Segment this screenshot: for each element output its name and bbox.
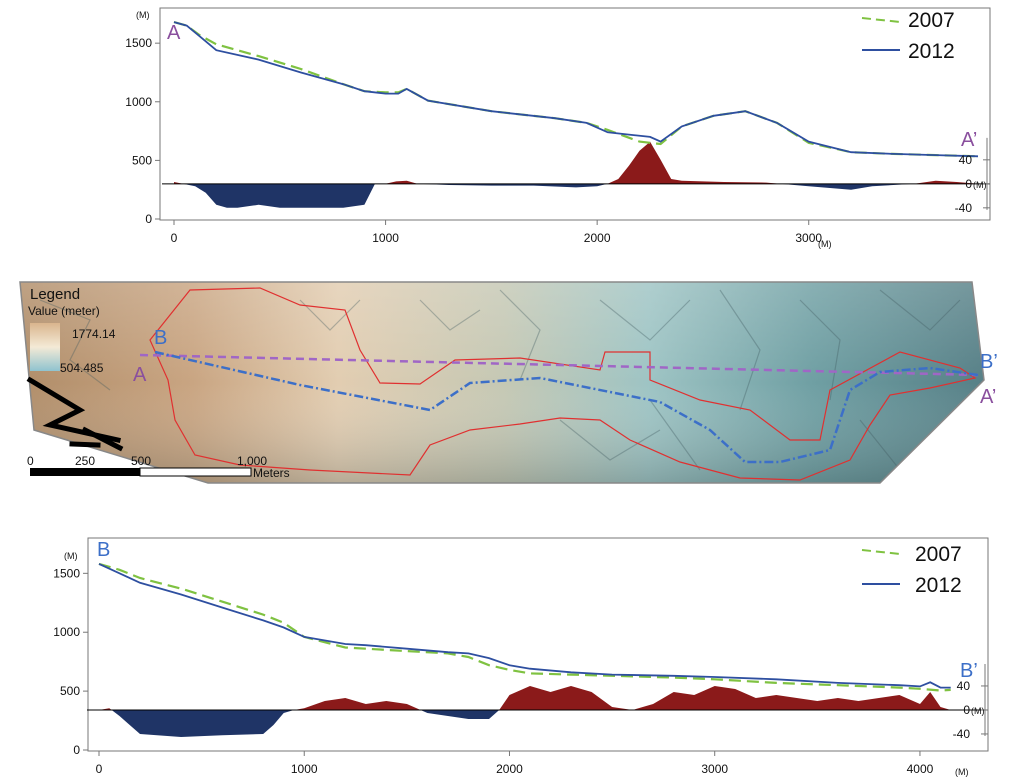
scale-bar: 0 250 500 1,000 Meters — [27, 454, 290, 480]
legend-label-2007: 2007 — [915, 543, 962, 566]
diff-tick-label: 0 — [963, 703, 970, 717]
plot-frame — [87, 537, 989, 752]
map-border — [19, 281, 985, 484]
watershed-boundary — [149, 287, 977, 481]
legend: 2007 2012 — [861, 543, 962, 597]
y-tick-label: 0 — [73, 743, 80, 757]
profile-line-a — [139, 353, 979, 377]
y-tick-label: 1000 — [53, 625, 80, 639]
profile-chart-b: 0 1000 2000 3000 4000 (M)050010001500(M)400-4… — [53, 537, 989, 777]
elevation-loss-area — [183, 183, 914, 208]
x-unit: (M) — [955, 767, 969, 777]
point-label-a-end: A’ — [961, 129, 977, 151]
map-shading — [20, 282, 984, 483]
x-tick-label: 0 — [171, 231, 178, 245]
value-min: 504.485 — [60, 361, 104, 375]
profile-lines — [173, 21, 979, 158]
diff-tick-label: -40 — [953, 727, 971, 741]
map-label-a-end: A’ — [980, 386, 996, 408]
y-tick-label: 0 — [145, 212, 152, 226]
x-tick-label: 3000 — [701, 762, 728, 776]
diff-tick-label: 0 — [965, 177, 972, 191]
legend: 2007 2012 — [861, 9, 955, 63]
point-label-b: B — [97, 539, 110, 561]
scale-tick-1000: 1,000 — [237, 454, 267, 468]
value-max: 1774.14 — [72, 327, 116, 341]
value-title: Value (meter) — [28, 304, 100, 318]
map-label-b-end: B’ — [980, 351, 998, 373]
difference-area — [162, 141, 990, 208]
y-tick-label: 500 — [132, 153, 152, 167]
series-line-2007 — [98, 562, 951, 692]
diff-tick-label: 40 — [957, 679, 971, 693]
scale-segment-1 — [30, 468, 140, 476]
diff-tick-label: 40 — [959, 153, 973, 167]
scale-tick-0: 0 — [27, 454, 34, 468]
legend-line-2007 — [861, 17, 901, 23]
x-unit: (M) — [818, 239, 832, 249]
scale-unit: Meters — [253, 466, 290, 480]
scale-tick-500: 500 — [131, 454, 151, 468]
legend-label-2007: 2007 — [908, 9, 955, 32]
plot-frame — [159, 7, 991, 221]
ridge-lines — [39, 289, 961, 471]
map-label-a: A — [133, 364, 147, 386]
profile-lines — [98, 562, 951, 692]
map-label-b: B — [154, 327, 167, 349]
axes: 0 1000 2000 3000 4000 (M)050010001500(M)400-4… — [53, 551, 988, 777]
x-tick-label: 1000 — [372, 231, 399, 245]
difference-area — [87, 686, 988, 737]
legend-label-2012: 2012 — [908, 40, 955, 63]
y-tick-label: 500 — [60, 684, 80, 698]
profile-chart-a: 0 1000 2000 3000(M)050010001500(M)400-40(M)… — [125, 7, 991, 249]
x-tick-label: 4000 — [907, 762, 934, 776]
y-tick-label: 1000 — [125, 95, 152, 109]
map-legend: Legend Value (meter) 1774.14 504.485 — [28, 286, 116, 375]
x-tick-label: 2000 — [584, 231, 611, 245]
profile-line-b — [154, 350, 979, 464]
legend-label-2012: 2012 — [915, 574, 962, 597]
y-tick-label: 1500 — [53, 566, 80, 580]
y-unit: (M) — [136, 10, 150, 20]
diff-unit: (M) — [973, 180, 987, 190]
diff-tick-label: -40 — [955, 201, 973, 215]
x-tick-label: 0 — [96, 762, 103, 776]
legend-title: Legend — [30, 286, 80, 303]
legend-line-2007 — [861, 549, 901, 555]
series-line-2012 — [98, 563, 951, 689]
point-label-a: A — [167, 22, 181, 44]
legend-colorbar — [30, 323, 60, 371]
elevation-gain-area — [99, 686, 951, 710]
y-tick-label: 1500 — [125, 36, 152, 50]
north-arrow-icon — [26, 376, 124, 452]
x-tick-label: 3000 — [795, 231, 822, 245]
y-unit: (M) — [64, 551, 78, 561]
elevation-loss-area — [99, 709, 951, 737]
scale-segment-2 — [139, 467, 252, 477]
series-line-2007 — [173, 21, 979, 158]
point-label-b-end: B’ — [960, 660, 978, 682]
series-line-2012 — [173, 21, 979, 158]
scale-tick-250: 250 — [75, 454, 95, 468]
terrain-map: A B B’ A’ Legend Value (meter) 1774.14 5… — [19, 281, 998, 484]
x-tick-label: 2000 — [496, 762, 523, 776]
diff-unit: (M) — [971, 706, 985, 716]
x-tick-label: 1000 — [291, 762, 318, 776]
